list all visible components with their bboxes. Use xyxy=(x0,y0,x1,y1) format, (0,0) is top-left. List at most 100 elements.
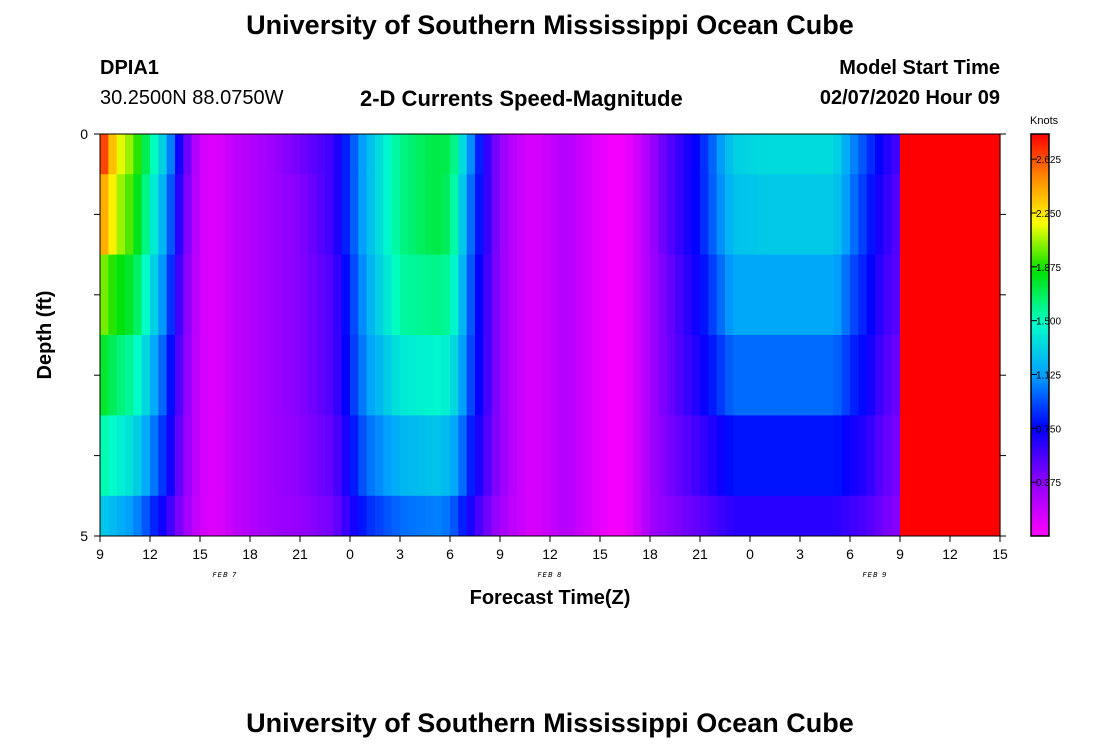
heatmap-cell xyxy=(383,134,393,175)
station-id: DPIA1 xyxy=(100,57,159,79)
heatmap-cell xyxy=(466,335,476,416)
heatmap-cell xyxy=(600,134,609,175)
model-start-label: Model Start Time xyxy=(839,57,1000,79)
heatmap-cell xyxy=(375,495,384,537)
heatmap-cell xyxy=(650,174,659,255)
heatmap-cell xyxy=(133,254,143,336)
heatmap-cell xyxy=(191,174,201,255)
heatmap-cell xyxy=(825,335,834,416)
heatmap-cell xyxy=(933,134,943,175)
heatmap-cell xyxy=(875,495,884,537)
heatmap-cell xyxy=(775,134,784,175)
heatmap-cell xyxy=(166,254,176,336)
heatmap-cell xyxy=(983,415,993,497)
heatmap-cell xyxy=(633,134,643,175)
heatmap-cell xyxy=(333,335,343,416)
heatmap-cell xyxy=(358,254,368,336)
heatmap-cell xyxy=(933,174,943,255)
heatmap-cell xyxy=(725,495,734,537)
x-tick-label: 6 xyxy=(846,546,854,562)
colorbar-ticks: 2.625 2.250 1.875 1.500 1.125 0.750 0.375 xyxy=(1031,155,1061,489)
heatmap-cell xyxy=(908,254,918,336)
heatmap-cell xyxy=(108,254,118,336)
heatmap-cell xyxy=(600,254,609,336)
heatmap-cell xyxy=(266,254,276,336)
heatmap-cell xyxy=(958,174,968,255)
heatmap-cell xyxy=(200,134,209,175)
heatmap-cell xyxy=(491,254,501,336)
heatmap-cell xyxy=(308,335,318,416)
heatmap-cell xyxy=(783,415,793,497)
heatmap-cell xyxy=(575,134,584,175)
heatmap-cell xyxy=(891,254,901,336)
heatmap-cell xyxy=(291,335,301,416)
heatmap-cell xyxy=(991,335,1001,416)
heatmap-cell xyxy=(508,134,518,175)
heatmap-cell xyxy=(766,134,776,175)
heatmap-cell xyxy=(616,134,626,175)
heatmap-cell xyxy=(216,134,226,175)
heatmap-cell xyxy=(908,134,918,175)
heatmap-cell xyxy=(550,134,559,175)
heatmap-cell xyxy=(975,415,984,497)
heatmap-cell xyxy=(541,134,551,175)
heatmap-cell xyxy=(558,174,568,255)
heatmap-cell xyxy=(716,254,726,336)
heatmap-cell xyxy=(216,174,226,255)
heatmap-cell xyxy=(425,415,434,497)
heatmap-cell xyxy=(116,134,126,175)
heatmap-cell xyxy=(433,134,443,175)
heatmap-cell xyxy=(258,254,268,336)
heatmap-cell xyxy=(850,415,859,497)
heatmap-cell xyxy=(741,335,751,416)
heatmap-cell xyxy=(691,335,701,416)
heatmap-cell xyxy=(800,254,809,336)
heatmap-cell xyxy=(375,174,384,255)
heatmap-cell xyxy=(308,174,318,255)
heatmap-cell xyxy=(633,415,643,497)
heatmap-cell xyxy=(666,254,676,336)
heatmap-cell xyxy=(833,495,843,537)
heatmap-cell xyxy=(816,495,826,537)
heatmap-cell xyxy=(283,335,293,416)
heatmap-cell xyxy=(566,415,576,497)
heatmap-cell xyxy=(116,335,126,416)
heatmap-cell xyxy=(216,254,226,336)
heatmap-cell xyxy=(916,495,926,537)
model-start-value: 02/07/2020 Hour 09 xyxy=(819,87,1000,109)
heatmap-cell xyxy=(925,254,934,336)
heatmap-cell xyxy=(208,415,218,497)
heatmap-cell xyxy=(316,415,326,497)
heatmap-cell xyxy=(691,415,701,497)
heatmap-cell xyxy=(408,495,418,537)
heatmap-cell xyxy=(641,134,651,175)
heatmap-cell xyxy=(341,254,351,336)
colorbar-tick-label: 2.625 xyxy=(1036,155,1061,166)
heatmap-cell xyxy=(508,415,518,497)
heatmap-cell xyxy=(366,134,376,175)
heatmap-cell xyxy=(891,134,901,175)
heatmap-cell xyxy=(191,495,201,537)
heatmap-cell xyxy=(550,415,559,497)
heatmap-cell xyxy=(466,415,476,497)
heatmap-cell xyxy=(983,134,993,175)
heatmap-cell xyxy=(625,495,634,537)
heatmap-cell xyxy=(658,174,668,255)
heatmap-cell xyxy=(383,495,393,537)
heatmap-cell xyxy=(483,134,493,175)
heatmap-cell xyxy=(391,415,401,497)
heatmap-cell xyxy=(900,134,909,175)
heatmap-cell xyxy=(675,174,684,255)
heatmap-cell xyxy=(725,254,734,336)
heatmap-cell xyxy=(758,254,768,336)
heatmap-cell xyxy=(733,415,743,497)
heatmap-cell xyxy=(816,335,826,416)
heatmap-cell xyxy=(641,174,651,255)
heatmap-cell xyxy=(175,174,184,255)
heatmap-cell xyxy=(866,335,876,416)
heatmap-cell xyxy=(158,495,168,537)
heatmap-cell xyxy=(841,335,851,416)
heatmap-cell xyxy=(533,174,543,255)
heatmap-cell xyxy=(900,415,909,497)
heatmap-cell xyxy=(991,495,1001,537)
